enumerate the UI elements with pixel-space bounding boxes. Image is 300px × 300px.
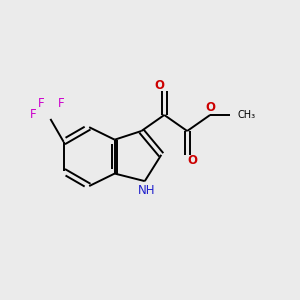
Text: NH: NH	[137, 184, 155, 197]
Text: O: O	[188, 154, 197, 166]
Text: O: O	[206, 101, 216, 114]
Text: F: F	[38, 97, 45, 110]
Text: F: F	[58, 98, 64, 110]
Text: F: F	[29, 108, 36, 121]
Text: CH₃: CH₃	[237, 110, 255, 120]
Text: O: O	[154, 80, 164, 92]
